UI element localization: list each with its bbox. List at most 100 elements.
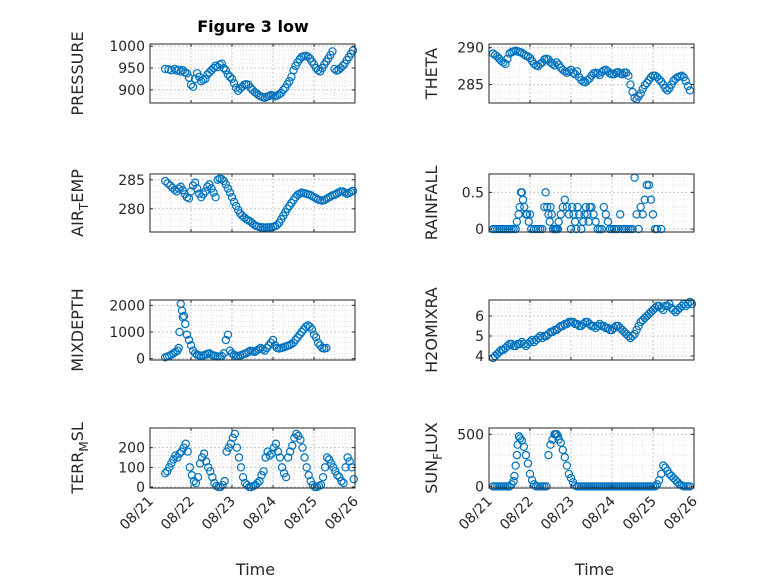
data-point bbox=[211, 192, 220, 202]
y-axis-label-main: MIXDEPTH bbox=[68, 288, 87, 371]
data-point bbox=[648, 210, 658, 219]
data-point bbox=[515, 202, 524, 212]
y-tick-label: 280 bbox=[118, 202, 145, 218]
data-point bbox=[272, 91, 282, 100]
data-point bbox=[503, 54, 512, 63]
figure-title: Figure 3 low bbox=[197, 17, 309, 36]
data-point bbox=[268, 335, 278, 345]
data-point bbox=[201, 457, 211, 466]
axes-box bbox=[149, 43, 356, 104]
data-point bbox=[288, 441, 297, 450]
data-point bbox=[250, 347, 259, 357]
data-point bbox=[636, 202, 645, 212]
data-point bbox=[231, 201, 241, 211]
data-point bbox=[566, 473, 576, 483]
data-point bbox=[560, 67, 570, 76]
data-point bbox=[339, 478, 348, 488]
data-point bbox=[638, 210, 647, 219]
data-point bbox=[209, 63, 218, 73]
data-point bbox=[521, 450, 531, 460]
data-point bbox=[562, 202, 572, 212]
data-point bbox=[523, 459, 533, 468]
data-point bbox=[348, 186, 358, 196]
data-point bbox=[659, 461, 668, 470]
data-point bbox=[203, 182, 212, 191]
data-point bbox=[601, 210, 611, 219]
y-axis-label-sub: M bbox=[77, 441, 91, 451]
data-point bbox=[175, 449, 184, 458]
data-point bbox=[167, 459, 176, 468]
data-point bbox=[554, 217, 563, 226]
data-point bbox=[544, 450, 553, 460]
data-point bbox=[227, 74, 237, 84]
data-point bbox=[572, 67, 582, 76]
y-axis-label-main: SUN bbox=[422, 460, 441, 494]
data-point bbox=[558, 202, 568, 212]
data-point bbox=[255, 476, 264, 486]
data-point bbox=[228, 433, 238, 443]
data-point bbox=[566, 224, 576, 234]
y-axis-label-main: THETA bbox=[422, 48, 441, 100]
data-point bbox=[289, 338, 298, 347]
data-point bbox=[540, 202, 549, 212]
data-point bbox=[640, 195, 650, 204]
data-point bbox=[298, 443, 307, 452]
data-point bbox=[568, 68, 578, 77]
data-point bbox=[556, 438, 565, 447]
data-point bbox=[306, 476, 315, 486]
data-point bbox=[519, 50, 529, 59]
y-axis-label-main: AIR bbox=[68, 210, 87, 237]
data-point bbox=[230, 429, 240, 439]
data-point bbox=[595, 319, 604, 329]
data-point bbox=[234, 453, 244, 462]
data-point bbox=[181, 439, 190, 448]
data-point bbox=[552, 430, 561, 439]
data-point bbox=[575, 210, 584, 219]
data-point bbox=[613, 224, 623, 234]
data-point bbox=[252, 346, 261, 355]
data-point bbox=[174, 184, 183, 193]
data-point bbox=[564, 469, 574, 479]
data-point bbox=[349, 474, 358, 484]
data-point bbox=[316, 480, 326, 490]
y-tick-label: 285 bbox=[118, 173, 145, 189]
y-tick-label: 100 bbox=[118, 460, 145, 476]
data-point bbox=[330, 64, 339, 74]
data-point bbox=[515, 434, 525, 443]
data-point bbox=[646, 72, 656, 82]
data-point bbox=[505, 482, 514, 491]
data-point bbox=[663, 301, 672, 311]
data-point bbox=[560, 195, 570, 204]
data-point bbox=[657, 224, 666, 234]
data-point bbox=[257, 471, 266, 480]
data-point bbox=[193, 472, 203, 482]
data-point bbox=[273, 447, 283, 456]
data-point bbox=[343, 453, 352, 462]
data-point bbox=[644, 180, 654, 190]
data-point bbox=[191, 478, 201, 488]
data-point bbox=[182, 330, 192, 339]
data-point bbox=[293, 333, 302, 342]
y-axis-label: PRESSURE bbox=[68, 31, 87, 115]
y-tick-label: 200 bbox=[118, 441, 145, 457]
data-point bbox=[264, 341, 274, 350]
data-point bbox=[304, 471, 313, 480]
data-point bbox=[169, 349, 178, 358]
data-point bbox=[630, 329, 639, 339]
data-point bbox=[560, 453, 570, 462]
data-point bbox=[242, 480, 252, 490]
data-point bbox=[548, 327, 557, 337]
data-point bbox=[217, 59, 226, 68]
data-point bbox=[222, 447, 231, 456]
data-point bbox=[169, 455, 178, 464]
y-tick-label: 0 bbox=[136, 352, 145, 368]
y-axis-label-rest: LUX bbox=[422, 422, 441, 453]
data-point bbox=[579, 319, 588, 329]
data-point bbox=[632, 210, 641, 219]
y-axis-label: SUNFLUX bbox=[422, 422, 445, 494]
data-point bbox=[279, 85, 288, 95]
data-point bbox=[324, 455, 334, 464]
data-point bbox=[175, 327, 184, 337]
data-point bbox=[527, 475, 537, 485]
data-point bbox=[173, 453, 182, 462]
